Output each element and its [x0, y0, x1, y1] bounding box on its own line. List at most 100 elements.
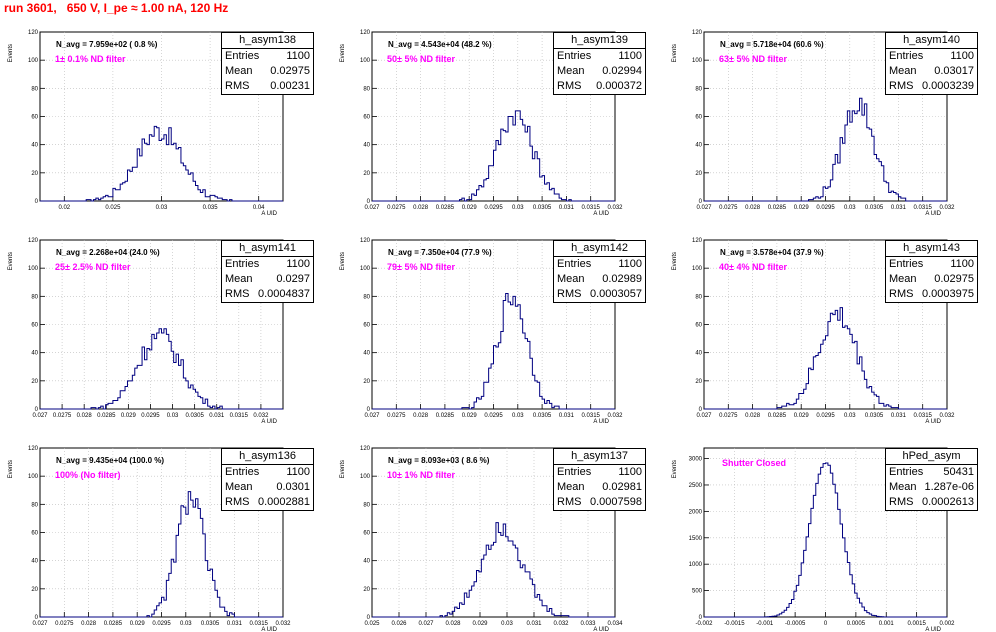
stats-value: 0.00231: [270, 80, 310, 92]
y-tick-label: 60: [31, 115, 38, 121]
x-tick-label: 0.029: [794, 413, 810, 419]
histogram-plot: 0 20 40 60 80 100 120 0.027 0.0275 0.028 0.0285 0.0…: [672, 30, 955, 217]
x-axis-label: A UID: [925, 211, 941, 217]
x-tick-label: 0.028: [745, 413, 761, 419]
histogram-panel-h_asym140: 0 20 40 60 80 100 120 0.027 0.0275 0.028 0.0285 0.0…: [664, 16, 984, 217]
x-tick-label: 0.03: [512, 413, 524, 419]
y-tick-label: 0: [367, 615, 371, 621]
stats-key: RMS: [557, 288, 582, 300]
n-avg-label: N_avg = 7.350e+04 (77.9 %): [388, 248, 492, 257]
y-tick-label: 20: [31, 587, 38, 593]
y-tick-label: 40: [363, 351, 370, 357]
stats-box: h_asym138 Entries 1100 Mean 0.02975 RMS 0.0023…: [221, 32, 314, 95]
stats-key: RMS: [889, 496, 914, 508]
y-tick-label: 20: [363, 379, 370, 385]
x-tick-label: 0.0315: [914, 205, 933, 211]
stats-row: Mean 0.02994: [554, 64, 645, 79]
histogram-name: h_asym141: [222, 241, 313, 257]
stats-key: Mean: [225, 481, 253, 493]
histogram-panel-h_asym137: 0 20 40 60 80 100 120 0.025 0.026 0.027 0.028 0.029…: [332, 432, 652, 632]
stats-value: 1100: [618, 258, 642, 270]
y-tick-label: 0: [35, 199, 39, 205]
x-tick-label: 0.0275: [387, 413, 406, 419]
stats-box: h_asym136 Entries 1100 Mean 0.0301 RMS 0.00028…: [221, 448, 314, 511]
stats-value: 1.287e-06: [924, 481, 974, 493]
histogram-panel-h_asym136: 0 20 40 60 80 100 120 0.027 0.0275 0.028 0.0285 0.0…: [0, 432, 320, 632]
stats-row: Mean 0.03017: [886, 64, 977, 79]
stats-row: RMS 0.0003239: [886, 79, 977, 94]
stats-box: h_asym140 Entries 1100 Mean 0.03017 RMS 0.0003…: [885, 32, 978, 95]
y-tick-label: 2500: [689, 483, 703, 489]
stats-key: RMS: [225, 496, 250, 508]
y-tick-label: 100: [28, 58, 39, 64]
x-tick-label: 0.0275: [387, 205, 406, 211]
histogram-panel-h_asym141: 0 20 40 60 80 100 120 0.027 0.0275 0.028 0.0285 0.0…: [0, 224, 320, 425]
stats-row: RMS 0.0007598: [554, 495, 645, 510]
x-tick-label: 0.03: [167, 413, 179, 419]
histogram-panel-h_asym138: 0 20 40 60 80 100 120 0.02 0.025 0.03 0.035 0.04 Eve…: [0, 16, 320, 217]
y-axis-label: Events: [8, 44, 14, 62]
stats-value: 0.0003057: [590, 288, 642, 300]
stats-box: h_asym139 Entries 1100 Mean 0.02994 RMS 0.0003…: [553, 32, 646, 95]
stats-row: Mean 0.02989: [554, 272, 645, 287]
y-tick-label: 20: [695, 171, 702, 177]
stats-value: 0.02994: [602, 65, 642, 77]
stats-value: 1100: [618, 50, 642, 62]
filter-label: 10± 1% ND filter: [387, 470, 455, 480]
stats-row: RMS 0.0003057: [554, 287, 645, 302]
y-tick-label: 40: [31, 351, 38, 357]
histogram-name: h_asym136: [222, 449, 313, 465]
stats-row: Entries 1100: [222, 49, 313, 64]
filter-label: 25± 2.5% ND filter: [55, 262, 131, 272]
y-tick-label: 80: [31, 294, 38, 300]
y-tick-label: 0: [699, 615, 703, 621]
y-tick-label: 100: [692, 266, 703, 272]
stats-value: 0.0002613: [922, 496, 974, 508]
histogram-panel-h_asym143: 0 20 40 60 80 100 120 0.027 0.0275 0.028 0.0285 0.0…: [664, 224, 984, 425]
stats-row: Entries 1100: [222, 257, 313, 272]
y-tick-label: 40: [363, 559, 370, 565]
x-tick-label: 0.0295: [141, 413, 160, 419]
stats-value: 0.02989: [602, 273, 642, 285]
x-tick-label: 0.029: [462, 205, 478, 211]
x-tick-label: 0.029: [794, 205, 810, 211]
x-tick-label: 0.031: [891, 205, 907, 211]
stats-row: RMS 0.0002613: [886, 495, 977, 510]
x-tick-label: 0.028: [77, 413, 93, 419]
x-axis-label: A UID: [261, 211, 277, 217]
stats-row: Entries 1100: [886, 49, 977, 64]
stats-value: 0.02981: [602, 481, 642, 493]
y-tick-label: 80: [31, 86, 38, 92]
stats-row: Entries 1100: [554, 257, 645, 272]
histogram-plot: 0 20 40 60 80 100 120 0.027 0.0275 0.028 0.0285 0.0…: [340, 238, 623, 425]
y-tick-label: 20: [695, 379, 702, 385]
stats-key: Mean: [225, 273, 253, 285]
y-axis-label: Events: [340, 44, 346, 62]
x-tick-label: 0.0315: [230, 413, 249, 419]
stats-value: 0.0003975: [922, 288, 974, 300]
x-tick-label: 0.02: [58, 205, 70, 211]
x-axis-label: A UID: [925, 627, 941, 632]
histogram-plot: 0 20 40 60 80 100 120 0.027 0.0275 0.028 0.0285 0.0…: [8, 238, 284, 425]
filter-label: 40± 4% ND filter: [719, 262, 787, 272]
histogram-series: [40, 491, 283, 618]
x-tick-label: 0.03: [156, 205, 168, 211]
y-axis-label: Events: [672, 44, 678, 62]
x-tick-label: 0.0295: [816, 205, 835, 211]
x-tick-label: 0.032: [939, 205, 955, 211]
y-tick-label: 2000: [689, 509, 703, 515]
x-tick-label: 0.03: [512, 205, 524, 211]
stats-value: 0.0297: [276, 273, 310, 285]
stats-value: 0.03017: [934, 65, 974, 77]
y-tick-label: 120: [360, 446, 371, 452]
stats-value: 0.0003239: [922, 80, 974, 92]
stats-key: RMS: [557, 496, 582, 508]
x-tick-label: 0.0275: [719, 205, 738, 211]
x-tick-label: 0.0285: [97, 413, 116, 419]
stats-row: RMS 0.0002881: [222, 495, 313, 510]
x-tick-label: 0.0285: [768, 413, 787, 419]
x-tick-label: 0.032: [607, 413, 623, 419]
x-tick-label: 0.0295: [484, 205, 503, 211]
stats-key: Mean: [225, 65, 253, 77]
filter-label: 1± 0.1% ND filter: [55, 54, 126, 64]
